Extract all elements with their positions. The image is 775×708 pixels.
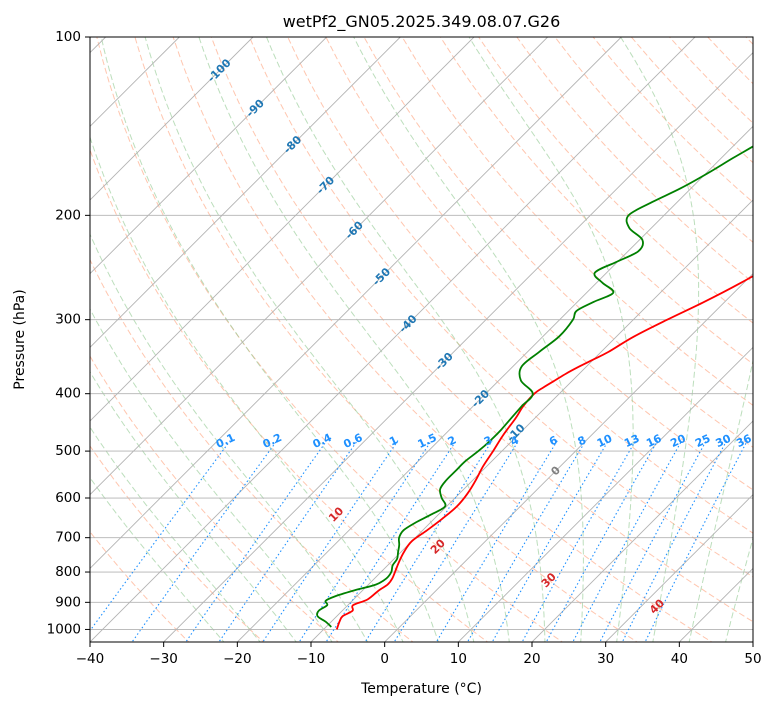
isotherm-line: [531, 420, 753, 642]
isotherm-line: [237, 125, 753, 642]
dry-adiabat-line: [249, 37, 753, 578]
isotherm-line: [605, 494, 753, 642]
isotherm-line: [163, 52, 753, 642]
mixing-ratio-label: 30: [714, 432, 734, 450]
y-tick-label: 500: [55, 443, 81, 459]
x-tick-label: −30: [149, 651, 178, 667]
dry-adiabat-line: [478, 37, 753, 324]
mixing-ratio-line: [131, 440, 278, 642]
mixing-ratio-line: [572, 440, 683, 642]
isotherm-line: [458, 346, 753, 642]
y-tick-label: 600: [55, 490, 81, 506]
mixing-ratio-line: [466, 440, 587, 642]
y-tick-label: 1000: [47, 621, 81, 637]
x-tick-label: −40: [76, 651, 105, 667]
x-tick-label: 50: [744, 651, 761, 667]
mixing-ratio-line: [435, 440, 558, 642]
y-tick-label: 100: [55, 29, 81, 45]
moist-adiabat-line: [688, 358, 753, 642]
dry-adiabat-line: [90, 445, 265, 642]
moist-adiabat-line: [90, 135, 404, 642]
dry-adiabat-line: [210, 37, 753, 623]
plot-frame: [89, 36, 754, 643]
mixing-ratio-label: 16: [644, 432, 664, 450]
dry-adiabat-line: [363, 37, 753, 448]
moist-adiabat-line: [90, 426, 261, 642]
x-tick-label: 30: [597, 651, 614, 667]
y-axis-label: Pressure (hPa): [12, 289, 28, 389]
y-tick-label: 900: [55, 594, 81, 610]
mixing-ratio-line: [491, 440, 609, 642]
moist-adiabat-line: [353, 37, 584, 642]
moist-adiabat-line: [468, 37, 634, 642]
mixing-ratio-label: 25: [693, 432, 712, 450]
mixing-ratio-line: [545, 440, 659, 642]
mixing-ratio-line: [298, 440, 432, 642]
isotherm-line: [90, 37, 622, 569]
x-tick-label: 20: [523, 651, 540, 667]
dewpoint-profile: [316, 145, 753, 628]
y-tick-label: 700: [55, 530, 81, 546]
y-tick-label: 800: [55, 564, 81, 580]
mixing-ratio-label: 13: [622, 432, 641, 450]
temperature-profile: [335, 275, 753, 630]
isotherm-line: [90, 37, 254, 201]
mixing-ratio-line: [262, 440, 399, 642]
mixing-ratio-line: [599, 440, 707, 642]
dry-adiabat-line: [96, 37, 564, 642]
isotherm-line: [90, 37, 327, 275]
mixing-ratio-line: [621, 440, 728, 642]
x-tick-label: −20: [223, 651, 252, 667]
y-tick-label: 400: [55, 386, 81, 402]
moist-adiabat-line: [90, 476, 225, 642]
mixing-ratio-label: 36: [734, 432, 754, 450]
x-axis-label: Temperature (°C): [360, 681, 482, 697]
mixing-ratio-line: [185, 440, 328, 642]
moist-adiabat-line: [100, 37, 439, 642]
x-tick-label: −10: [297, 651, 326, 667]
moist-adiabat-line: [725, 536, 753, 642]
isotherm-line: [384, 273, 753, 642]
axes: −40 −30 −20 −10 0 10 20 30 40 50 100 200 300 400 500 60…: [47, 29, 762, 667]
moist-adiabat-line: [90, 308, 333, 642]
x-tick-label: 10: [450, 651, 467, 667]
mixing-ratio-line: [521, 440, 637, 642]
chart-title: wetPf2_GN05.2025.349.08.07.G26: [283, 12, 561, 32]
data-series: [316, 145, 753, 630]
x-tick-label: 0: [380, 651, 389, 667]
y-tick-label: 300: [55, 312, 81, 328]
mixing-ratio-label: 10: [595, 432, 615, 450]
mixing-ratio-line: [393, 440, 520, 642]
isotherm-line: [90, 37, 475, 422]
moist-adiabat-line: [144, 37, 475, 642]
x-tick-label: 40: [671, 651, 688, 667]
moist-adiabat-line: [266, 37, 546, 642]
moist-adiabat-line: [198, 37, 510, 642]
isotherm-line: [90, 37, 401, 348]
moist-adiabat-line: [90, 233, 369, 642]
mixing-ratio-label: 20: [668, 432, 688, 450]
y-tick-label: 200: [55, 207, 81, 223]
isotherm-line: [90, 37, 548, 496]
isotherm-line: [90, 37, 696, 642]
mixing-ratio-line: [364, 440, 493, 642]
dry-adiabat-line: [90, 148, 489, 642]
moist-adiabat-line: [620, 37, 700, 642]
